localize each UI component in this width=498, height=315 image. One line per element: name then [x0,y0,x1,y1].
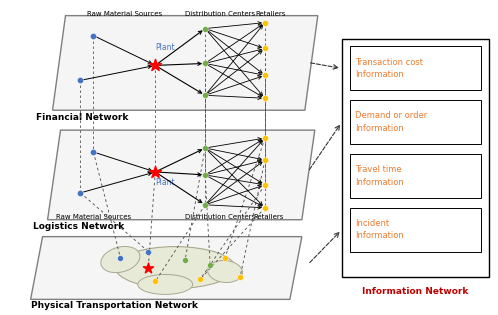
Text: Logistics Network: Logistics Network [32,222,124,231]
Text: Demand or order
Information: Demand or order Information [355,112,427,133]
Text: Plant: Plant [155,178,175,187]
Point [261,96,269,101]
Point [206,262,214,267]
Point [201,146,209,151]
Text: Distribution Centers: Distribution Centers [185,11,255,17]
Point [236,275,244,280]
Point [201,172,209,177]
Point [221,255,229,260]
Point [144,265,152,270]
Ellipse shape [116,247,235,289]
Point [151,279,159,284]
Bar [350,154,482,198]
Polygon shape [30,237,302,299]
Point [261,46,269,51]
Bar [350,47,482,90]
Polygon shape [48,130,315,220]
Ellipse shape [208,261,243,283]
Text: Incident
Information: Incident Information [355,219,403,240]
Text: Physical Transportation Network: Physical Transportation Network [30,301,198,310]
Point [261,182,269,187]
Point [201,202,209,207]
Point [261,135,269,140]
Bar [350,208,482,252]
Point [261,158,269,163]
Polygon shape [53,16,318,110]
Bar [350,100,482,144]
Point [261,205,269,210]
Point [90,33,98,38]
Bar [342,38,490,278]
Text: Raw Material Sources: Raw Material Sources [56,214,130,220]
Text: Distribution Centers: Distribution Centers [185,214,255,220]
Ellipse shape [138,274,193,295]
Text: Raw Material Sources: Raw Material Sources [88,11,162,17]
Point [77,190,85,195]
Text: Plant: Plant [155,43,175,53]
Point [90,150,98,155]
Point [201,61,209,66]
Text: Transaction cost
Information: Transaction cost Information [355,58,423,79]
Text: Travel time
Information: Travel time Information [355,165,403,187]
Text: Retailers: Retailers [255,11,285,17]
Point [261,73,269,78]
Point [181,257,189,262]
Point [117,255,124,260]
Point [144,249,152,254]
Text: Financial Network: Financial Network [35,113,128,122]
Point [196,277,204,282]
Point [201,93,209,98]
Point [261,20,269,25]
Ellipse shape [101,246,140,272]
Text: Information Network: Information Network [363,287,469,296]
Point [151,169,159,175]
Point [201,26,209,31]
Point [77,78,85,83]
Text: Retailers: Retailers [253,214,283,220]
Point [151,63,159,68]
